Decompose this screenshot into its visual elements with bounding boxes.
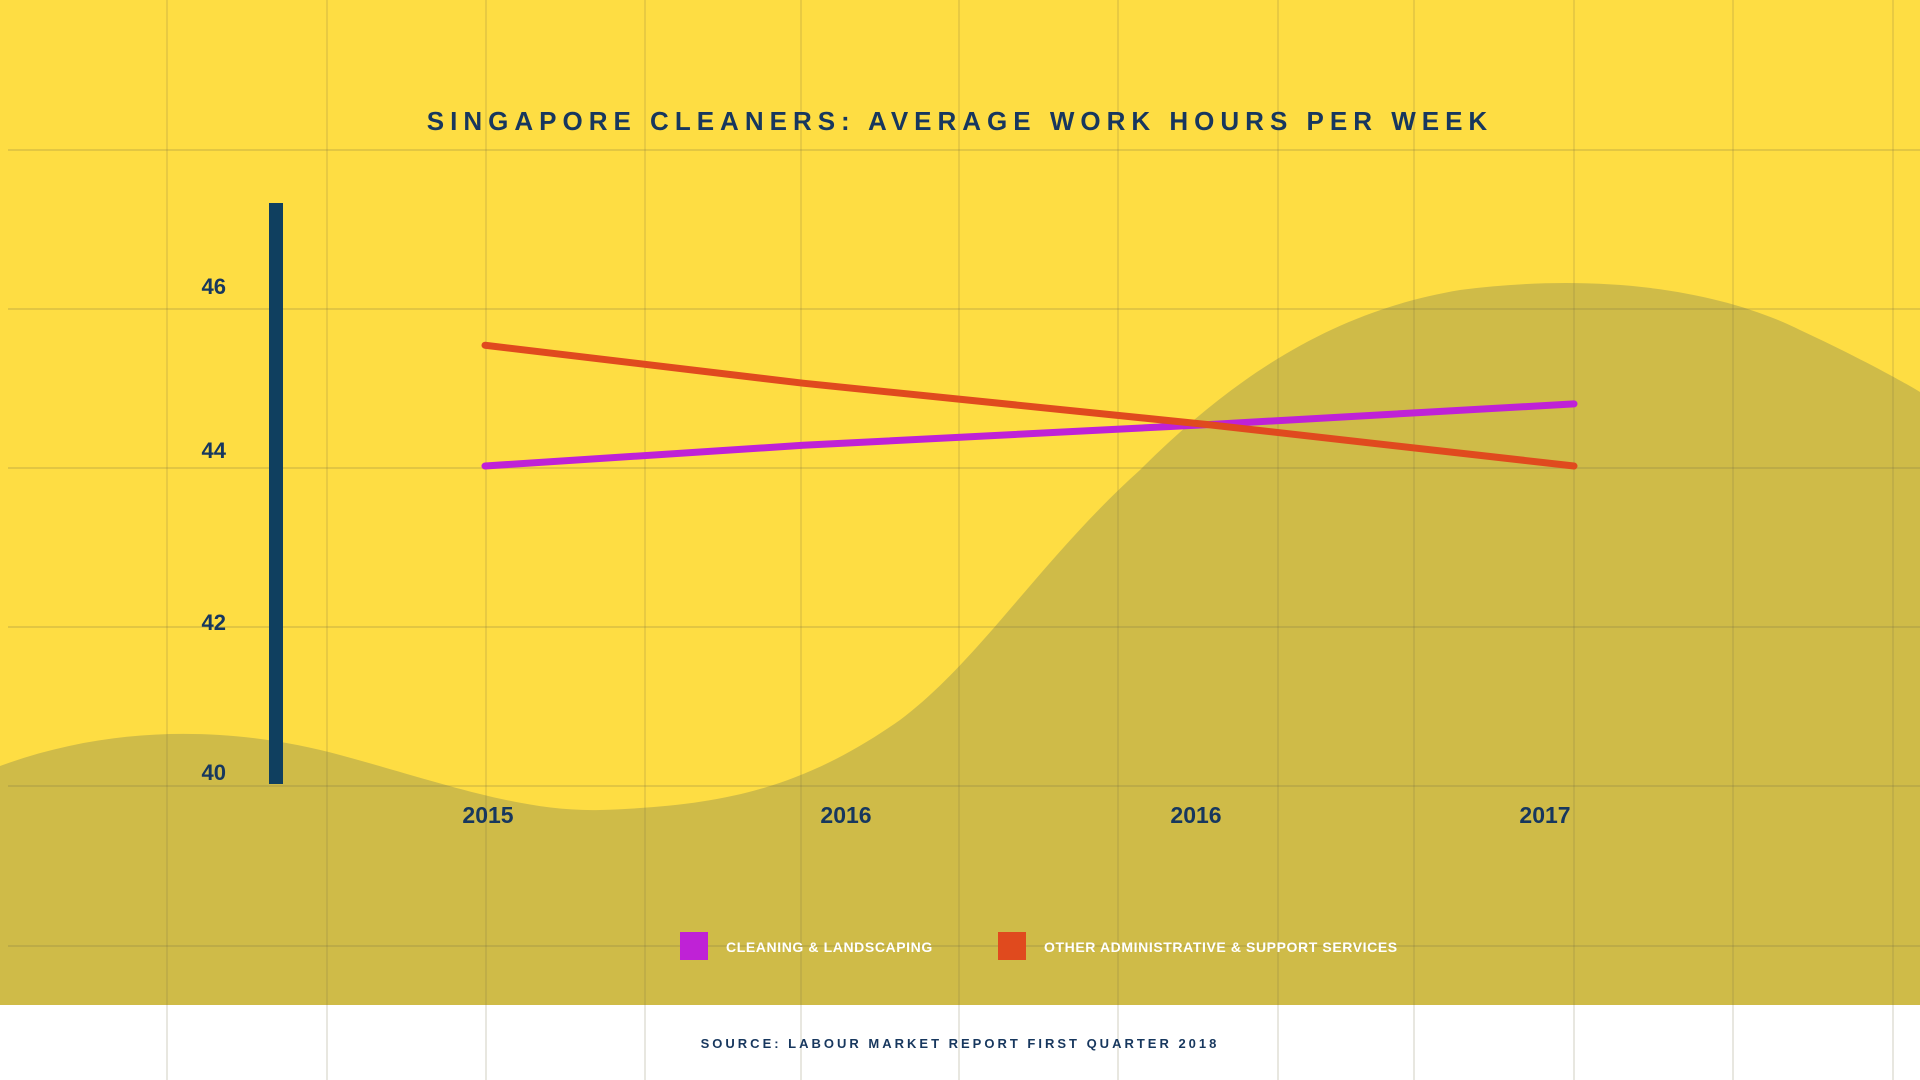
series-line-other-admin	[481, 341, 1578, 470]
chart-title: SINGAPORE CLEANERS: AVERAGE WORK HOURS P…	[426, 106, 1494, 136]
grid-lines	[8, 0, 1920, 1080]
y-axis-bar	[269, 203, 283, 784]
legend: CLEANING & LANDSCAPING OTHER ADMINISTRAT…	[0, 932, 1920, 962]
x-tick-label: 2015	[462, 802, 514, 828]
series-layer	[481, 341, 1578, 470]
source-note: SOURCE: LABOUR MARKET REPORT FIRST QUART…	[700, 1036, 1220, 1051]
y-tick-label: 44	[201, 438, 226, 463]
footer-band	[0, 1005, 1920, 1080]
x-tick-label: 2016	[1170, 802, 1222, 828]
series-line-cleaning	[481, 400, 1578, 470]
legend-swatch	[680, 932, 708, 960]
background-wave	[0, 283, 1920, 1005]
y-tick-label: 40	[201, 760, 226, 785]
x-tick-label: 2016	[820, 802, 872, 828]
y-tick-label: 42	[201, 610, 226, 635]
y-tick-label: 46	[201, 274, 226, 299]
legend-swatch	[998, 932, 1026, 960]
legend-label: CLEANING & LANDSCAPING	[726, 939, 933, 955]
x-tick-label: 2017	[1519, 802, 1571, 828]
legend-label: OTHER ADMINISTRATIVE & SUPPORT SERVICES	[1044, 939, 1398, 955]
